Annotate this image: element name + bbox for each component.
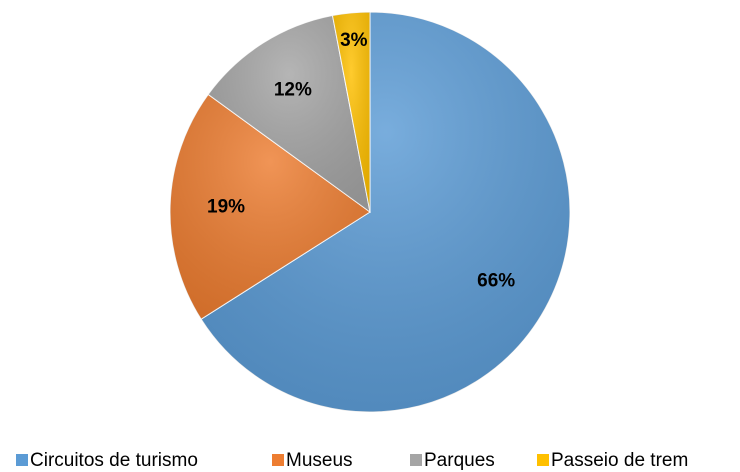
data-label: 12% [274, 79, 312, 100]
legend-label: Passeio de trem [551, 450, 688, 471]
legend-swatch [16, 454, 28, 466]
legend-label: Parques [424, 450, 495, 471]
data-label: 66% [477, 270, 515, 291]
legend-label: Circuitos de turismo [30, 450, 198, 471]
data-label: 3% [340, 30, 368, 51]
legend-label: Museus [286, 450, 353, 471]
legend-swatch [537, 454, 549, 466]
legend-swatch [272, 454, 284, 466]
legend-swatch [410, 454, 422, 466]
data-label: 19% [207, 196, 245, 217]
